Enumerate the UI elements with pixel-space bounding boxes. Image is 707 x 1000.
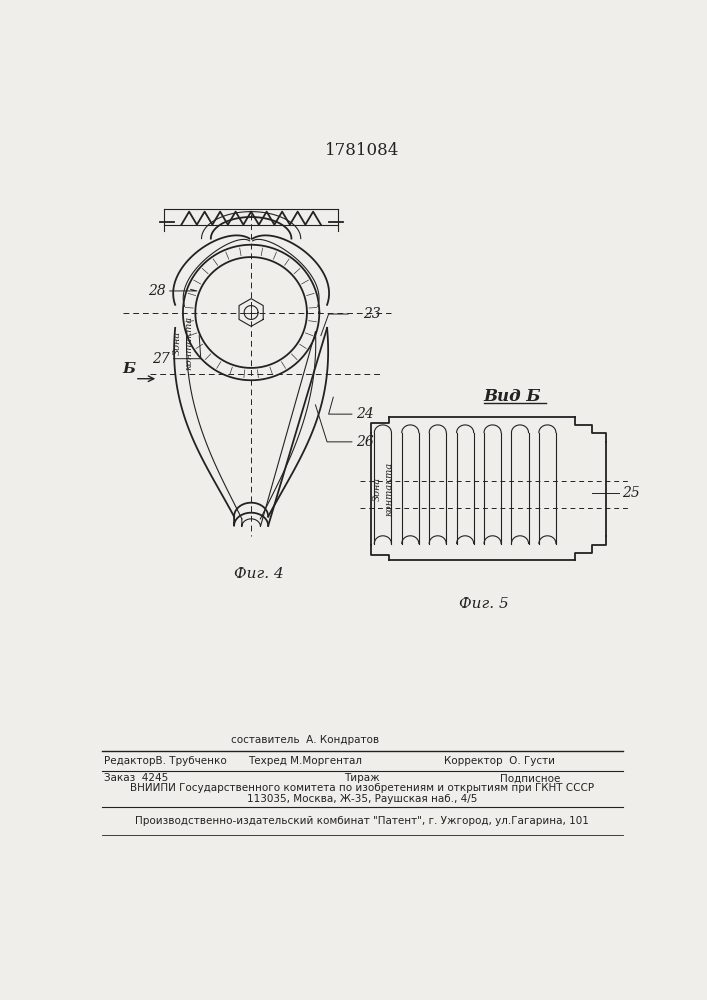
Text: Зона
контакта: Зона контакта <box>373 462 393 516</box>
Text: Фиг. 4: Фиг. 4 <box>234 567 284 581</box>
Text: составитель  А. Кондратов: составитель А. Кондратов <box>231 735 380 745</box>
Text: Подписное: Подписное <box>500 773 561 783</box>
Text: Корректор  О. Густи: Корректор О. Густи <box>443 756 554 766</box>
Text: 1781084: 1781084 <box>325 142 399 159</box>
Text: Заказ  4245: Заказ 4245 <box>104 773 168 783</box>
Text: 25: 25 <box>621 486 639 500</box>
Text: РедакторВ. Трубченко: РедакторВ. Трубченко <box>104 756 227 766</box>
Text: Тираж: Тираж <box>344 773 380 783</box>
Text: 26: 26 <box>356 435 373 449</box>
Text: 23: 23 <box>363 307 381 321</box>
Text: Вид Б: Вид Б <box>484 388 542 405</box>
Text: 113035, Москва, Ж-35, Раушская наб., 4/5: 113035, Москва, Ж-35, Раушская наб., 4/5 <box>247 794 477 804</box>
Text: 24: 24 <box>356 407 373 421</box>
Text: Зона
контакта: Зона контакта <box>173 316 193 370</box>
Text: Техред М.Моргентал: Техред М.Моргентал <box>248 756 363 766</box>
Text: 28: 28 <box>148 284 166 298</box>
Text: Фиг. 5: Фиг. 5 <box>459 597 508 611</box>
Text: Производственно-издательский комбинат "Патент", г. Ужгород, ул.Гагарина, 101: Производственно-издательский комбинат "П… <box>135 816 589 826</box>
Text: Б: Б <box>122 362 135 376</box>
Text: 27: 27 <box>152 352 170 366</box>
Text: ВНИИПИ Государственного комитета по изобретениям и открытиям при ГКНТ СССР: ВНИИПИ Государственного комитета по изоб… <box>130 783 594 793</box>
